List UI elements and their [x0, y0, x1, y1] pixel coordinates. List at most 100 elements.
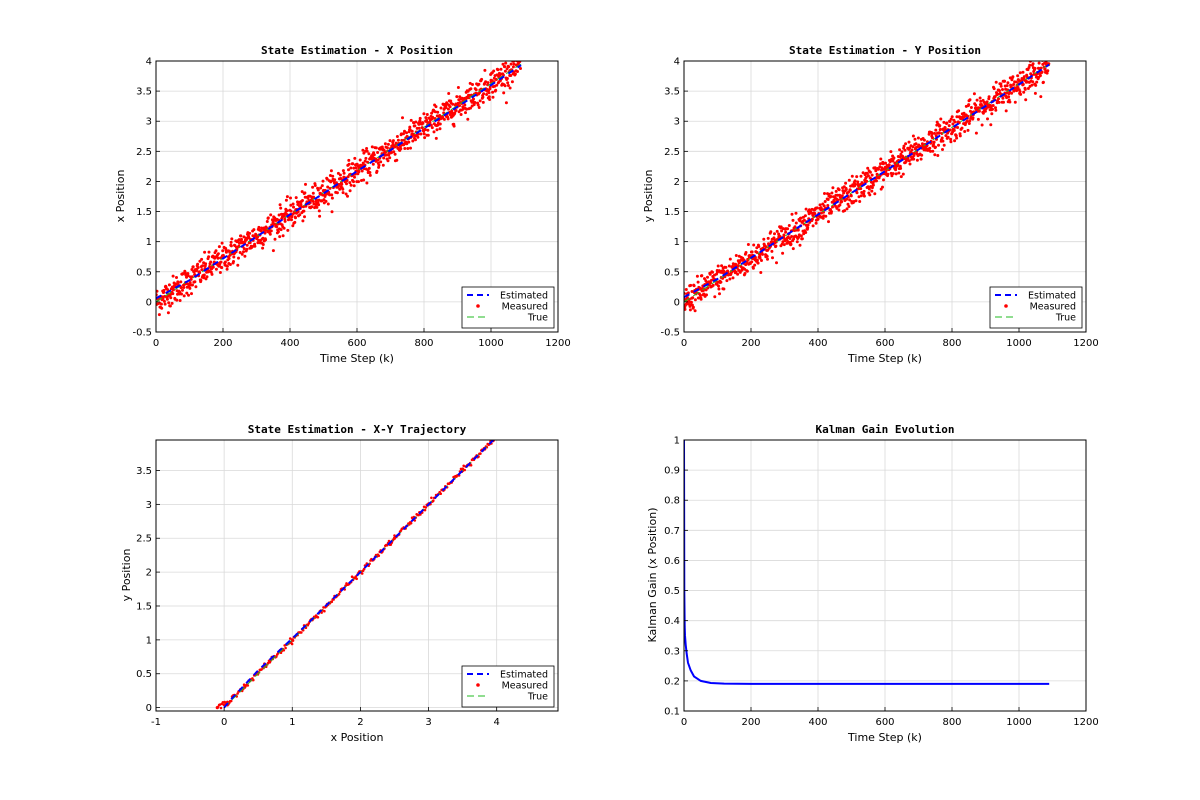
measured-point: [383, 142, 387, 146]
x-axis-label: Time Step (k): [847, 352, 922, 365]
measured-point: [766, 257, 769, 261]
measured-point: [711, 283, 715, 287]
measured-point: [487, 91, 491, 95]
measured-point: [861, 171, 865, 175]
measured-point: [736, 272, 740, 276]
measured-point: [908, 146, 912, 150]
y-tick-label: 1: [146, 635, 152, 646]
measured-point: [746, 243, 750, 246]
measured-point: [425, 118, 429, 122]
measured-point: [181, 288, 184, 292]
measured-point: [1028, 63, 1032, 67]
measured-point: [301, 199, 304, 202]
measured-point: [503, 65, 507, 69]
measured-point: [847, 178, 851, 182]
measured-point: [719, 280, 723, 284]
measured-point: [186, 272, 190, 275]
measured-point: [948, 120, 952, 123]
measured-point: [238, 241, 241, 245]
measured-point: [994, 106, 997, 110]
measured-point: [506, 84, 510, 87]
measured-point: [804, 207, 808, 211]
measured-point: [323, 195, 327, 198]
measured-point: [190, 292, 193, 296]
measured-point: [495, 83, 499, 87]
measured-point: [684, 307, 687, 311]
x-axis-label: x Position: [331, 731, 384, 744]
measured-point: [478, 99, 482, 103]
plot-series: [156, 61, 522, 317]
measured-point: [794, 221, 798, 225]
measured-point: [237, 256, 240, 260]
measured-point: [296, 210, 300, 214]
measured-point: [955, 136, 959, 140]
measured-point: [504, 101, 508, 105]
estimated-line: [156, 64, 522, 300]
y-tick-label: 0: [146, 297, 152, 308]
measured-point: [227, 257, 231, 260]
y-tick-label: 3: [674, 117, 680, 128]
measured-point: [444, 106, 448, 110]
measured-point: [939, 117, 943, 121]
y-tick-label: 0: [674, 297, 680, 308]
measured-point: [951, 122, 955, 126]
measured-point: [494, 88, 498, 92]
measured-point: [986, 117, 989, 121]
measured-point: [511, 65, 515, 69]
measured-point: [326, 185, 330, 189]
measured-point: [942, 143, 946, 147]
measured-point: [345, 182, 348, 186]
measured-point: [956, 126, 960, 129]
measured-point: [1035, 80, 1039, 84]
measured-point: [728, 277, 732, 281]
measured-point: [699, 297, 703, 301]
measured-point: [949, 140, 953, 144]
measured-point: [857, 195, 861, 199]
measured-point: [430, 496, 433, 500]
measured-point: [831, 205, 834, 209]
y-tick-label: 3.5: [664, 87, 680, 98]
measured-point: [703, 277, 706, 281]
measured-point: [166, 311, 170, 315]
measured-point: [1016, 74, 1020, 78]
measured-point: [1016, 86, 1020, 89]
measured-point: [868, 193, 872, 197]
measured-point: [261, 236, 265, 240]
measured-point: [933, 131, 936, 135]
measured-point: [220, 266, 224, 270]
measured-point: [797, 235, 801, 239]
measured-point: [969, 106, 973, 109]
measured-point: [315, 198, 319, 202]
measured-point: [477, 82, 481, 86]
measured-point: [268, 232, 272, 236]
measured-point: [353, 175, 356, 179]
measured-point: [934, 145, 937, 149]
measured-point: [455, 95, 459, 99]
measured-point: [331, 174, 335, 178]
measured-point: [775, 229, 779, 233]
measured-point: [1039, 95, 1043, 99]
y-tick-label: 0.1: [664, 707, 680, 718]
measured-point: [167, 283, 171, 287]
measured-point: [288, 637, 292, 640]
measured-point: [786, 227, 790, 231]
measured-point: [285, 209, 289, 213]
measured-point: [169, 296, 173, 300]
measured-point: [743, 272, 747, 275]
subplot-xy-trajectory: State Estimation - X-Y Trajectory -1 0 1 2 3…: [120, 423, 559, 744]
measured-point: [324, 199, 328, 203]
measured-point: [958, 134, 962, 138]
y-axis-label: x Position: [114, 170, 127, 223]
measured-point: [409, 146, 412, 150]
measured-point: [396, 138, 400, 142]
x-tick-label: 200: [213, 338, 232, 349]
measured-point: [277, 213, 281, 217]
measured-point: [862, 194, 866, 198]
measured-point: [843, 209, 847, 213]
measured-point: [328, 186, 332, 190]
x-tick-label: 0: [681, 338, 687, 349]
measured-point: [319, 186, 323, 190]
measured-point: [434, 136, 438, 140]
measured-point: [782, 233, 786, 237]
measured-point: [829, 195, 833, 198]
